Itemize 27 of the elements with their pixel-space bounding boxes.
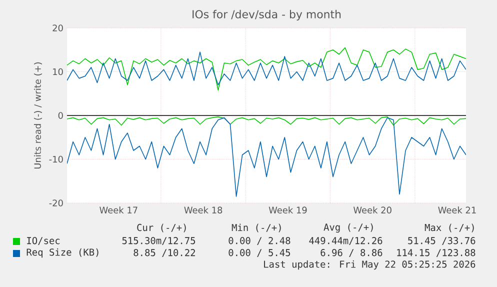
chart-title: IOs for /dev/sda - by month bbox=[192, 10, 341, 21]
text: 0.00 / 2.48 bbox=[228, 237, 290, 245]
x-tick-label: Week 17 bbox=[100, 206, 138, 214]
y-axis-title: Units read (-) / write (+) bbox=[34, 62, 42, 169]
y-tick-label: 0 bbox=[58, 112, 63, 119]
legend-label: Req Size (KB) bbox=[26, 248, 98, 258]
text: 114.15 /123.88 bbox=[397, 249, 476, 257]
x-tick-label: Week 18 bbox=[184, 206, 222, 214]
text: Avg (-/+) bbox=[324, 223, 373, 233]
text: 51.45 /33.76 bbox=[408, 237, 476, 245]
y-tick-label: 10 bbox=[53, 68, 63, 76]
legend-label: IO/sec bbox=[27, 237, 60, 245]
y-tick-label: 20 bbox=[52, 24, 63, 32]
x-tick-label: Week 21 bbox=[438, 206, 476, 214]
x-tick-label: Week 20 bbox=[353, 206, 392, 214]
text: Cur (-/+) bbox=[137, 224, 186, 232]
y-tick-label: -10 bbox=[49, 156, 63, 163]
text: Max (-/+) bbox=[424, 224, 474, 232]
text: Min (-/+) bbox=[232, 224, 281, 232]
text: 449.44m/12.26 bbox=[309, 237, 382, 245]
text: 0.00 / 5.45 bbox=[228, 249, 290, 257]
y-tick-label: -20 bbox=[49, 200, 63, 206]
x-tick-label: Week 19 bbox=[268, 206, 307, 214]
text: 6.96 / 8.86 bbox=[320, 249, 382, 257]
text: 8.85 /10.22 bbox=[134, 249, 195, 257]
text: Last update: Fri May 22 05:25:25 2026 bbox=[264, 260, 476, 270]
text: 515.30m/12.75 bbox=[122, 237, 196, 245]
